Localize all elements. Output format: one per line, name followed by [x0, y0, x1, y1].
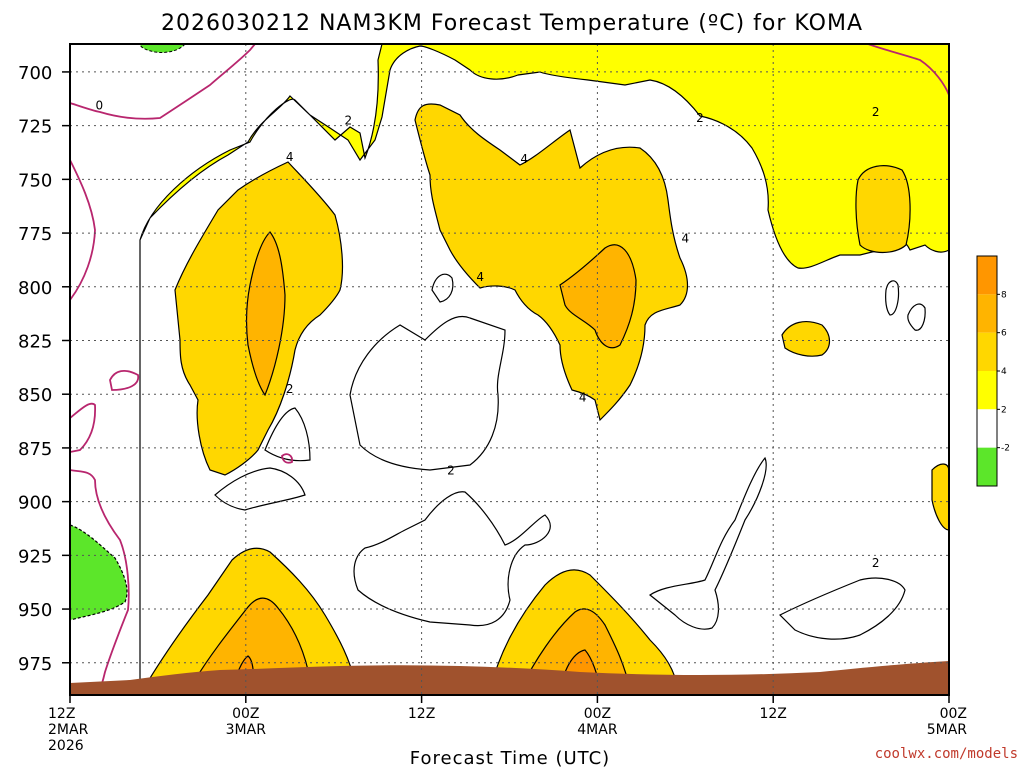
- legend-tick-label: 2: [1001, 405, 1007, 415]
- x-tick-label: 3MAR: [226, 722, 267, 738]
- legend-swatch: [977, 447, 997, 486]
- contour-label: 2: [345, 113, 353, 127]
- warm-hole-lower-center: [353, 491, 551, 627]
- y-tick-label: 950: [18, 600, 52, 621]
- y-tick-label: 900: [18, 493, 52, 514]
- x-tick-label: 12Z: [408, 706, 435, 722]
- warm-hole-small-1: [431, 273, 454, 303]
- band-2-4: [139, 44, 949, 695]
- freezing-contours: [70, 44, 949, 695]
- legend-tick-label: 6: [1001, 329, 1007, 339]
- contour-labels: 0 2 4 4 2 2 4 4 2 4 2 2: [95, 98, 880, 570]
- legend-swatch: [977, 294, 997, 333]
- contour-label: 2: [286, 382, 294, 396]
- contour-label: 4: [476, 270, 484, 284]
- x-axis-label: Forecast Time (UTC): [410, 748, 610, 768]
- x-tick-label: 00Z: [232, 706, 259, 722]
- contour-label: 0: [95, 98, 103, 112]
- legend-swatch: [977, 409, 997, 448]
- y-tick-label: 925: [18, 546, 52, 567]
- band-4-6-mid-right: [781, 321, 831, 357]
- y-tick-label: 725: [18, 117, 52, 138]
- x-tick-label: 5MAR: [927, 722, 968, 738]
- terrain-ground: [70, 661, 949, 695]
- warm-hole-left-notch: [214, 467, 306, 511]
- band-lt-neg2: [70, 524, 128, 621]
- y-tick-label: 700: [18, 63, 52, 84]
- warm-hole-small-2: [885, 280, 900, 316]
- x-tick-label: 4MAR: [577, 722, 618, 738]
- legend-tick-label: 4: [1001, 367, 1007, 377]
- y-tick-label: 750: [18, 170, 52, 191]
- x-tick-label: 12Z: [48, 706, 75, 722]
- band-6-8-bottom-left: [194, 597, 311, 691]
- color-legend: 8 6 4 2 -2: [976, 255, 1010, 487]
- y-tick-label: 775: [18, 224, 52, 245]
- x-tick-label: 2026: [48, 738, 84, 754]
- band-4-6-right: [855, 165, 911, 254]
- x-tick-label: 00Z: [584, 706, 611, 722]
- credit-link[interactable]: coolwx.com/models: [875, 746, 1018, 762]
- x-tick-label: 2MAR: [48, 722, 89, 738]
- warm-hole-lower-right: [648, 456, 767, 630]
- contour-label: 2: [447, 464, 455, 478]
- y-tick-label: 800: [18, 278, 52, 299]
- warm-hole-far-right: [778, 577, 906, 640]
- contour-label: 4: [681, 232, 689, 246]
- band-6-8-bottom-center: [519, 608, 631, 691]
- legend-tick-label: 8: [1001, 290, 1007, 300]
- band-lt-neg2-top: [139, 44, 186, 53]
- contour-label: 4: [520, 152, 528, 166]
- plot-frame: [69, 43, 950, 696]
- legend-swatch: [977, 332, 997, 371]
- y-tick-label: 975: [18, 654, 52, 675]
- contour-label: 4: [286, 150, 294, 164]
- band-6-8-left-upper: [245, 231, 286, 397]
- warm-hole-center: [349, 316, 506, 471]
- y-axis: 700 725 750 775 800 825 850 875 900 925 950 975: [18, 63, 70, 675]
- band-4-6-far-right: [931, 463, 949, 531]
- contour-label: 2: [696, 111, 704, 125]
- contour-label: 2: [872, 556, 880, 570]
- plot-area: [70, 44, 949, 695]
- contour-label: 2: [872, 105, 880, 119]
- legend-swatch: [977, 256, 997, 295]
- warm-hole-small-3: [907, 303, 926, 331]
- band-6-8-center: [559, 244, 637, 349]
- chart-title: 2026030212 NAM3KM Forecast Temperature (…: [161, 11, 863, 36]
- x-tick-label: 12Z: [759, 706, 786, 722]
- y-tick-label: 850: [18, 385, 52, 406]
- y-tick-label: 825: [18, 331, 52, 352]
- contour-label: 4: [579, 391, 587, 405]
- legend-tick-label: -2: [1001, 444, 1010, 454]
- legend-swatch: [977, 371, 997, 410]
- y-tick-label: 875: [18, 439, 52, 460]
- grid-lines: [70, 44, 949, 695]
- x-tick-label: 00Z: [940, 706, 967, 722]
